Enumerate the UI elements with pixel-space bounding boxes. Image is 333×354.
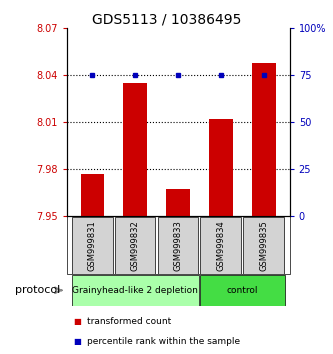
Bar: [252, 63, 276, 216]
FancyBboxPatch shape: [243, 217, 284, 274]
Text: GSM999833: GSM999833: [173, 220, 183, 270]
Bar: [124, 83, 147, 216]
FancyBboxPatch shape: [72, 217, 113, 274]
Text: GDS5113 / 10386495: GDS5113 / 10386495: [92, 12, 241, 27]
Bar: [166, 189, 190, 216]
Text: ■: ■: [73, 316, 81, 326]
Bar: [81, 174, 104, 216]
Text: GSM999831: GSM999831: [88, 220, 97, 270]
Text: GSM999834: GSM999834: [216, 220, 225, 270]
Text: Grainyhead-like 2 depletion: Grainyhead-like 2 depletion: [72, 286, 198, 295]
Bar: [209, 119, 233, 216]
FancyBboxPatch shape: [72, 275, 199, 306]
FancyBboxPatch shape: [200, 275, 285, 306]
Text: GSM999835: GSM999835: [259, 220, 268, 270]
Text: transformed count: transformed count: [87, 316, 171, 326]
Text: percentile rank within the sample: percentile rank within the sample: [87, 337, 240, 346]
Text: ■: ■: [73, 337, 81, 346]
FancyBboxPatch shape: [115, 217, 156, 274]
FancyBboxPatch shape: [158, 217, 198, 274]
Text: GSM999832: GSM999832: [131, 220, 140, 270]
Text: protocol: protocol: [15, 285, 60, 295]
FancyBboxPatch shape: [200, 217, 241, 274]
Text: control: control: [227, 286, 258, 295]
